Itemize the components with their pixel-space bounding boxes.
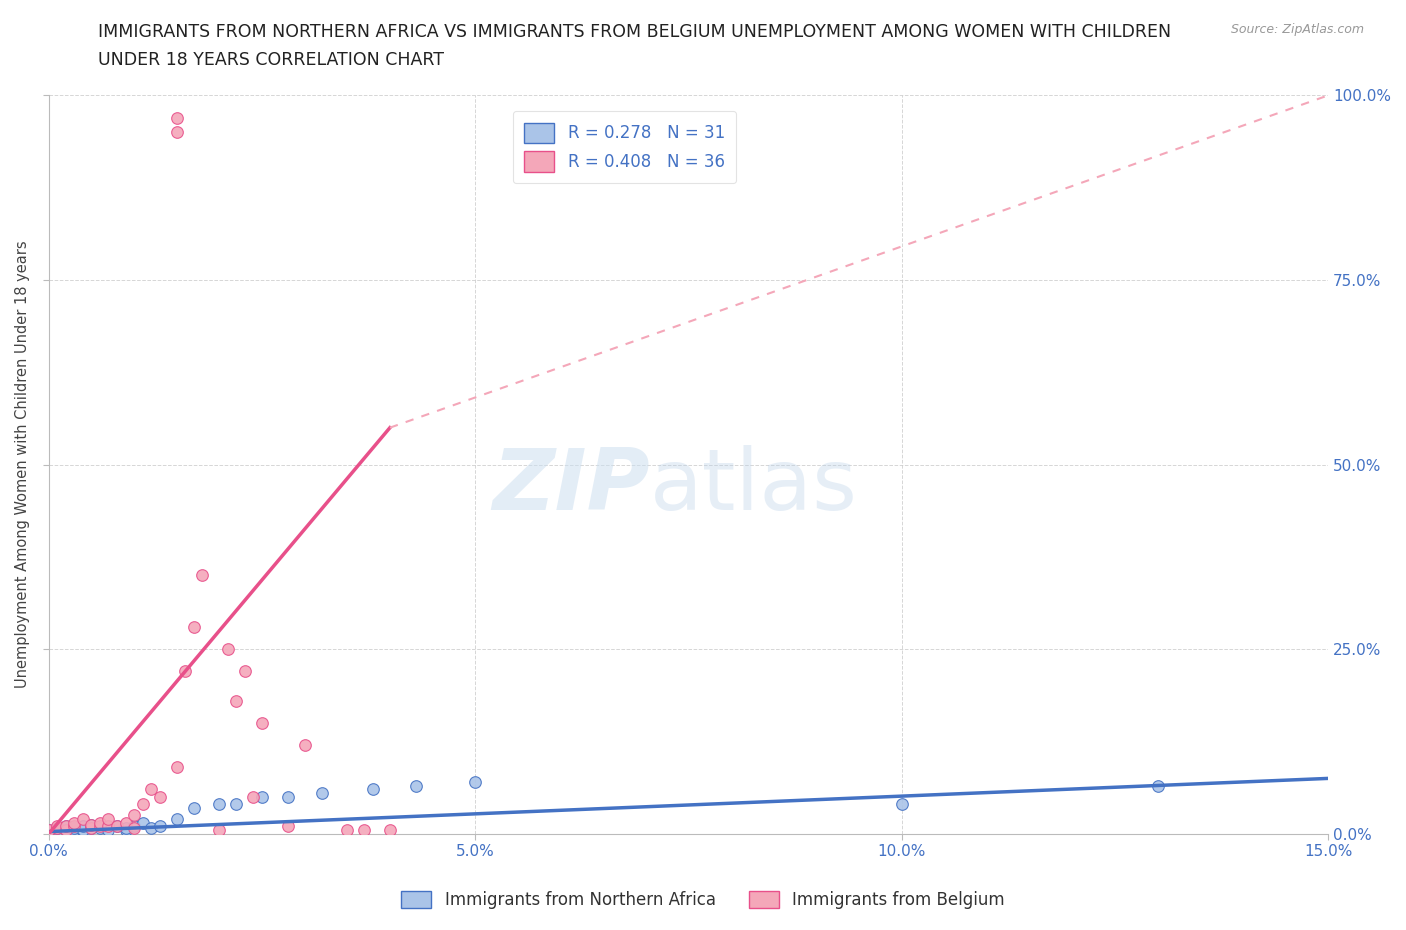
Point — [97, 823, 120, 838]
Point — [55, 823, 77, 838]
Point — [63, 816, 86, 830]
Point — [217, 642, 239, 657]
Point — [89, 816, 111, 830]
Point — [225, 694, 247, 709]
Point — [242, 790, 264, 804]
Point — [114, 823, 136, 838]
Point — [139, 820, 162, 835]
Point — [72, 812, 94, 827]
Point — [89, 820, 111, 835]
Point — [72, 823, 94, 838]
Point — [294, 737, 316, 752]
Point — [89, 819, 111, 834]
Point — [46, 820, 69, 835]
Point — [277, 790, 299, 804]
Point — [225, 797, 247, 812]
Point — [131, 816, 153, 830]
Point — [105, 819, 128, 834]
Point — [63, 820, 86, 835]
Point — [250, 790, 273, 804]
Text: UNDER 18 YEARS CORRELATION CHART: UNDER 18 YEARS CORRELATION CHART — [98, 51, 444, 69]
Point — [166, 812, 188, 827]
Legend: R = 0.278   N = 31, R = 0.408   N = 36: R = 0.278 N = 31, R = 0.408 N = 36 — [513, 111, 737, 183]
Point — [311, 786, 333, 801]
Point — [378, 823, 401, 838]
Point — [131, 797, 153, 812]
Point — [55, 819, 77, 834]
Point — [139, 782, 162, 797]
Text: Source: ZipAtlas.com: Source: ZipAtlas.com — [1230, 23, 1364, 36]
Point — [38, 823, 60, 838]
Point — [55, 823, 77, 838]
Point — [72, 819, 94, 834]
Point — [122, 819, 145, 834]
Point — [46, 820, 69, 835]
Point — [63, 819, 86, 834]
Point — [208, 797, 231, 812]
Point — [166, 125, 188, 140]
Text: ZIP: ZIP — [492, 445, 650, 528]
Point — [183, 801, 205, 816]
Point — [122, 820, 145, 835]
Y-axis label: Unemployment Among Women with Children Under 18 years: Unemployment Among Women with Children U… — [15, 241, 30, 688]
Point — [208, 823, 231, 838]
Point — [63, 823, 86, 838]
Point — [361, 782, 384, 797]
Point — [353, 823, 375, 838]
Point — [233, 664, 256, 679]
Point — [80, 820, 103, 835]
Point — [166, 110, 188, 125]
Point — [105, 819, 128, 834]
Point — [38, 823, 60, 838]
Point — [183, 619, 205, 634]
Point — [80, 817, 103, 832]
Point — [464, 775, 486, 790]
Point — [191, 568, 214, 583]
Point — [55, 819, 77, 834]
Point — [80, 817, 103, 832]
Point — [405, 778, 427, 793]
Text: atlas: atlas — [650, 445, 858, 528]
Text: IMMIGRANTS FROM NORTHERN AFRICA VS IMMIGRANTS FROM BELGIUM UNEMPLOYMENT AMONG WO: IMMIGRANTS FROM NORTHERN AFRICA VS IMMIG… — [98, 23, 1171, 41]
Point — [122, 808, 145, 823]
Point — [250, 715, 273, 730]
Point — [336, 823, 359, 838]
Legend: Immigrants from Northern Africa, Immigrants from Belgium: Immigrants from Northern Africa, Immigra… — [392, 883, 1014, 917]
Point — [890, 797, 912, 812]
Point — [1146, 778, 1168, 793]
Point — [80, 820, 103, 835]
Point — [114, 820, 136, 835]
Point — [114, 816, 136, 830]
Point — [46, 819, 69, 834]
Point — [149, 819, 172, 834]
Point — [174, 664, 197, 679]
Point — [97, 819, 120, 834]
Point — [166, 760, 188, 775]
Point — [277, 819, 299, 834]
Point — [97, 812, 120, 827]
Point — [149, 790, 172, 804]
